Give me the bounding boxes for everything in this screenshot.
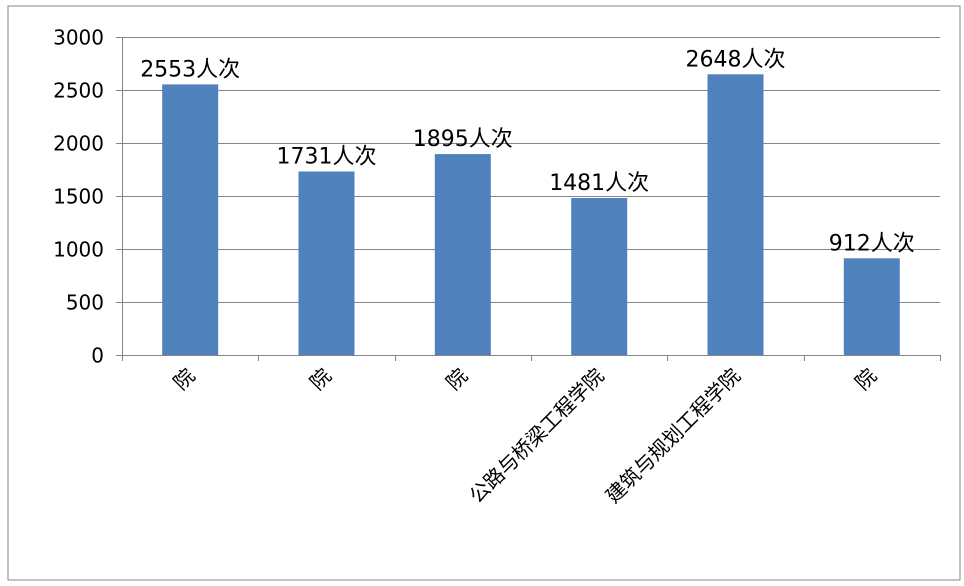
bars bbox=[162, 74, 900, 356]
y-tick-label: 2000 bbox=[53, 132, 104, 156]
data-label: 2553人次 bbox=[140, 57, 240, 82]
data-label: 912人次 bbox=[829, 231, 915, 256]
data-label: 1895人次 bbox=[413, 127, 513, 152]
data-label: 1481人次 bbox=[549, 171, 649, 196]
x-category-label: 公路与桥梁工程学院 bbox=[464, 364, 608, 508]
bar bbox=[843, 258, 900, 355]
y-tick-label: 2500 bbox=[53, 79, 104, 103]
x-category-label: 院 bbox=[169, 364, 200, 395]
bar bbox=[162, 84, 219, 356]
x-category-label: 院 bbox=[305, 364, 336, 395]
y-tick-label: 500 bbox=[66, 291, 104, 315]
bar bbox=[298, 171, 355, 355]
gridlines bbox=[122, 37, 940, 303]
x-axis-category-labels: 院院院公路与桥梁工程学院建筑与规划工程学院院 bbox=[169, 364, 882, 508]
bar bbox=[707, 74, 764, 356]
data-label: 2648人次 bbox=[686, 47, 786, 72]
data-labels: 2553人次 1731人次 1895人次 1481人次 2648人次 912人次 bbox=[140, 47, 915, 256]
bar bbox=[571, 198, 628, 355]
chart-frame bbox=[7, 5, 961, 581]
x-category-label: 院 bbox=[441, 364, 472, 395]
x-category-label: 建筑与规划工程学院 bbox=[601, 364, 745, 508]
axes bbox=[116, 37, 941, 361]
y-tick-label: 1000 bbox=[53, 238, 104, 262]
y-tick-label: 1500 bbox=[53, 185, 104, 209]
y-tick-label: 3000 bbox=[53, 26, 104, 50]
data-label: 1731人次 bbox=[277, 145, 377, 170]
bar bbox=[434, 154, 491, 355]
y-axis-tick-labels: 0 500 1000 1500 2000 2500 3000 bbox=[53, 26, 104, 368]
y-tick-label: 0 bbox=[91, 344, 104, 368]
x-category-label: 院 bbox=[850, 364, 881, 395]
